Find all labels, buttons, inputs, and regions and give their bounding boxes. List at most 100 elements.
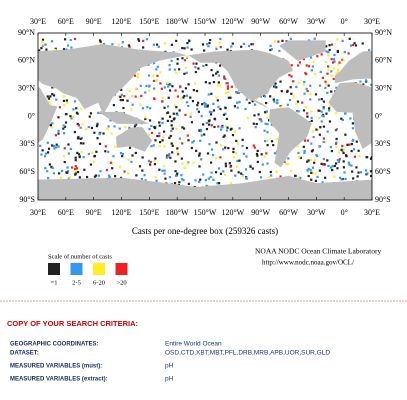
cast-dot: [209, 161, 213, 164]
cast-dot: [266, 144, 269, 147]
cast-dot: [225, 117, 229, 121]
cast-dot: [63, 125, 67, 128]
cast-dot: [52, 94, 56, 97]
cast-dot: [142, 39, 145, 42]
cast-dot: [354, 44, 358, 47]
cast-dot: [248, 101, 251, 105]
cast-dot: [170, 124, 173, 127]
cast-dot: [178, 109, 181, 112]
cast-dot: [251, 100, 254, 103]
cast-dot: [178, 137, 182, 140]
cast-dot: [364, 79, 368, 82]
cast-dot: [327, 68, 330, 71]
cast-dot: [332, 58, 336, 61]
cast-dot: [110, 132, 113, 135]
cast-dot: [289, 86, 292, 89]
cast-dot: [40, 153, 43, 156]
cast-dot: [104, 145, 107, 148]
cast-dot: [185, 94, 189, 97]
cast-dot: [175, 39, 178, 43]
cast-dot: [47, 100, 51, 103]
cast-dot: [236, 101, 239, 104]
cast-dot: [234, 151, 237, 154]
cast-dot: [143, 174, 146, 177]
cast-dot: [256, 154, 259, 157]
cast-dot: [152, 79, 156, 83]
cast-dot: [127, 172, 130, 175]
cast-dot: [318, 169, 321, 172]
cast-dot: [96, 137, 99, 140]
cast-dot: [105, 168, 109, 172]
cast-dot: [251, 43, 255, 46]
cast-dot: [107, 150, 110, 153]
cast-dot: [310, 116, 313, 119]
cast-dot: [148, 127, 151, 131]
cast-dot: [228, 162, 231, 165]
cast-dot: [187, 182, 190, 185]
cast-dot: [333, 60, 336, 63]
cast-dot: [351, 127, 355, 130]
cast-dot: [235, 139, 238, 143]
cast-dot: [161, 96, 165, 100]
cast-dot: [58, 106, 61, 109]
cast-dot: [176, 113, 179, 116]
cast-dot: [118, 165, 122, 168]
criteria-value: OSD,CTD,XBT,MBT,PFL,DRB,MRB,APB,UOR,SUR,…: [165, 350, 330, 357]
cast-dot: [88, 115, 91, 118]
cast-dot: [191, 141, 194, 144]
cast-dot: [290, 64, 293, 67]
cast-dot: [330, 90, 333, 93]
cast-dot: [126, 99, 129, 102]
cast-dot: [266, 123, 269, 126]
cast-dot: [357, 171, 360, 174]
cast-dot: [246, 117, 250, 120]
cast-dot: [107, 125, 110, 128]
cast-dot: [223, 173, 226, 177]
cast-dot: [168, 115, 172, 118]
cast-dot: [163, 86, 166, 89]
cast-dot: [335, 137, 338, 141]
cast-dot: [192, 62, 195, 65]
cast-dot: [167, 96, 170, 99]
cast-dot: [341, 144, 344, 148]
cast-dot: [341, 118, 344, 122]
cast-dot: [233, 105, 236, 108]
cast-dot: [224, 112, 227, 115]
lat-label: 60°S: [19, 167, 35, 176]
cast-dot: [176, 62, 179, 65]
cast-dot: [216, 84, 220, 87]
cast-dot: [165, 156, 168, 159]
cast-dot: [74, 165, 77, 168]
cast-dot: [211, 176, 214, 179]
cast-dot: [195, 149, 198, 152]
cast-dot: [147, 133, 151, 136]
cast-dot: [336, 167, 339, 170]
cast-dot: [269, 170, 272, 174]
cast-dot: [232, 147, 235, 150]
cast-dot: [310, 110, 313, 113]
cast-dot: [133, 74, 137, 77]
cast-dot: [320, 53, 323, 56]
lat-label: 30°S: [19, 139, 35, 148]
cast-dot: [196, 104, 199, 107]
cast-dot: [150, 124, 153, 128]
cast-dot: [66, 101, 69, 104]
cast-dot: [137, 39, 141, 42]
cast-dot: [152, 144, 155, 147]
cast-dot: [279, 80, 282, 83]
criteria-label: DATASET:: [10, 351, 39, 357]
cast-dot: [158, 168, 161, 171]
cast-dot: [245, 155, 248, 158]
cast-dot: [295, 109, 299, 113]
cast-dot: [152, 87, 156, 90]
cast-dot: [327, 65, 330, 68]
cast-dot: [117, 43, 120, 46]
cast-dot: [286, 90, 289, 93]
cast-dot: [337, 63, 340, 66]
legend-title: Scale of number of casts: [48, 253, 112, 260]
cast-dot: [127, 44, 131, 47]
cast-dot: [336, 38, 339, 41]
cast-dot: [174, 89, 177, 92]
cast-dot: [161, 169, 164, 172]
